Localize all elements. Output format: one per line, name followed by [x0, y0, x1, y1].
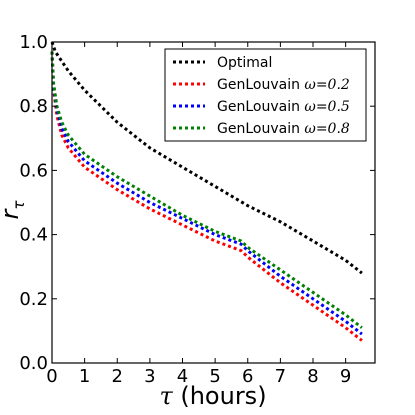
x-axis-title: τ (hours) [159, 382, 266, 410]
legend-label-2: GenLouvain ω=0.5 [217, 99, 350, 115]
series-line-0 [50, 41, 363, 275]
legend: Optimal GenLouvain ω=0.2 GenLouvain ω=0.5 G… [164, 48, 367, 142]
x-tick-label: 6 [242, 366, 253, 387]
x-tick-label: 8 [307, 366, 318, 387]
y-axis-title: rτ [0, 200, 28, 220]
x-tick-label: 0 [46, 366, 57, 387]
y-tick-label: 0.6 [19, 160, 48, 181]
x-tick-label: 5 [209, 366, 220, 387]
series-line-1 [50, 51, 363, 342]
x-axis-title-symbol: τ [159, 382, 173, 410]
y-tick-label: 0.0 [19, 353, 48, 374]
legend-label-1: GenLouvain ω=0.2 [217, 77, 350, 93]
y-axis-title-text: rτ [0, 200, 28, 220]
x-tick-label: 3 [144, 366, 155, 387]
x-tick-label: 1 [79, 366, 90, 387]
x-tick-label: 2 [112, 366, 123, 387]
legend-label-0: Optimal [217, 55, 272, 71]
x-tick-label: 9 [340, 366, 351, 387]
y-tick-label: 0.8 [19, 96, 48, 117]
y-tick-label: 0.2 [19, 289, 48, 310]
x-axis-title-unit: (hours) [173, 382, 267, 410]
y-tick-label: 1.0 [19, 32, 48, 53]
series-layer [50, 41, 363, 342]
x-tick-label: 4 [177, 366, 188, 387]
x-tick-label: 7 [275, 366, 286, 387]
y-tick-label: 0.4 [19, 225, 48, 246]
legend-label-3: GenLouvain ω=0.8 [217, 121, 350, 137]
axis-ticks: 0 1 2 3 4 5 6 7 8 9 0.0 0.2 0.4 0.6 0.8 1.0 [19, 32, 375, 387]
legend-box [164, 48, 367, 142]
plot-frame [51, 41, 376, 364]
